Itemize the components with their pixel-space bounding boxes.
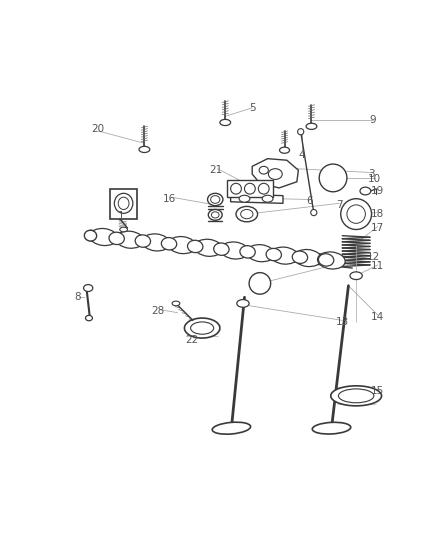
Ellipse shape	[350, 272, 362, 280]
Ellipse shape	[118, 197, 129, 209]
Ellipse shape	[116, 231, 144, 248]
Ellipse shape	[240, 246, 255, 258]
Text: 28: 28	[152, 306, 165, 316]
Ellipse shape	[212, 212, 219, 218]
Text: 15: 15	[371, 386, 384, 396]
Text: 13: 13	[336, 317, 349, 327]
Text: 20: 20	[92, 124, 105, 134]
Ellipse shape	[318, 252, 345, 269]
Circle shape	[311, 209, 317, 216]
Text: 5: 5	[249, 103, 255, 113]
Polygon shape	[252, 159, 298, 188]
Ellipse shape	[114, 193, 133, 213]
Ellipse shape	[294, 249, 321, 266]
Ellipse shape	[266, 248, 282, 261]
Ellipse shape	[212, 422, 251, 434]
Ellipse shape	[236, 206, 258, 222]
Text: 19: 19	[371, 186, 384, 196]
Ellipse shape	[214, 243, 229, 255]
Ellipse shape	[109, 232, 124, 245]
Ellipse shape	[191, 322, 214, 334]
Text: 9: 9	[370, 115, 376, 125]
Ellipse shape	[85, 230, 97, 241]
Circle shape	[341, 199, 371, 230]
Ellipse shape	[268, 168, 282, 180]
Ellipse shape	[312, 422, 351, 434]
Ellipse shape	[239, 195, 250, 202]
Ellipse shape	[318, 254, 334, 266]
Ellipse shape	[221, 242, 248, 259]
Text: 8: 8	[74, 292, 81, 302]
Ellipse shape	[184, 318, 220, 338]
Ellipse shape	[161, 238, 177, 250]
Text: 16: 16	[163, 193, 177, 204]
Ellipse shape	[85, 316, 92, 321]
Text: 18: 18	[371, 209, 384, 219]
Polygon shape	[110, 189, 138, 219]
Text: 22: 22	[186, 335, 199, 345]
Text: 3: 3	[368, 169, 375, 179]
Text: 1: 1	[118, 212, 124, 221]
Ellipse shape	[90, 229, 117, 246]
Ellipse shape	[360, 187, 371, 195]
Ellipse shape	[142, 234, 170, 251]
Text: 7: 7	[336, 200, 343, 210]
Circle shape	[347, 205, 365, 223]
Ellipse shape	[270, 247, 298, 264]
Polygon shape	[227, 180, 273, 197]
Ellipse shape	[244, 183, 255, 194]
Ellipse shape	[258, 183, 269, 194]
Text: 12: 12	[367, 252, 380, 262]
Ellipse shape	[237, 300, 249, 308]
Ellipse shape	[208, 193, 223, 206]
Ellipse shape	[187, 240, 203, 253]
Ellipse shape	[262, 195, 273, 202]
Ellipse shape	[259, 166, 268, 174]
Ellipse shape	[231, 183, 241, 194]
Circle shape	[249, 273, 271, 294]
Polygon shape	[231, 194, 283, 203]
Ellipse shape	[208, 209, 222, 220]
Text: 4: 4	[299, 150, 306, 160]
Ellipse shape	[172, 301, 180, 306]
Text: 14: 14	[371, 311, 384, 321]
Ellipse shape	[220, 119, 231, 126]
Ellipse shape	[84, 285, 93, 292]
Ellipse shape	[247, 245, 275, 262]
Ellipse shape	[292, 251, 307, 263]
Ellipse shape	[306, 123, 317, 130]
Ellipse shape	[194, 239, 222, 256]
Ellipse shape	[139, 147, 150, 152]
Circle shape	[298, 128, 304, 135]
Ellipse shape	[168, 237, 196, 254]
Text: 10: 10	[368, 174, 381, 184]
Ellipse shape	[135, 235, 151, 247]
Text: 6: 6	[307, 196, 313, 206]
Ellipse shape	[339, 389, 374, 403]
Circle shape	[319, 164, 347, 192]
Text: 21: 21	[209, 165, 223, 175]
Text: 11: 11	[371, 262, 384, 271]
Ellipse shape	[211, 196, 220, 203]
Ellipse shape	[240, 209, 253, 219]
Ellipse shape	[279, 147, 290, 154]
Ellipse shape	[331, 386, 381, 406]
Text: 17: 17	[371, 223, 384, 233]
Ellipse shape	[120, 227, 127, 232]
